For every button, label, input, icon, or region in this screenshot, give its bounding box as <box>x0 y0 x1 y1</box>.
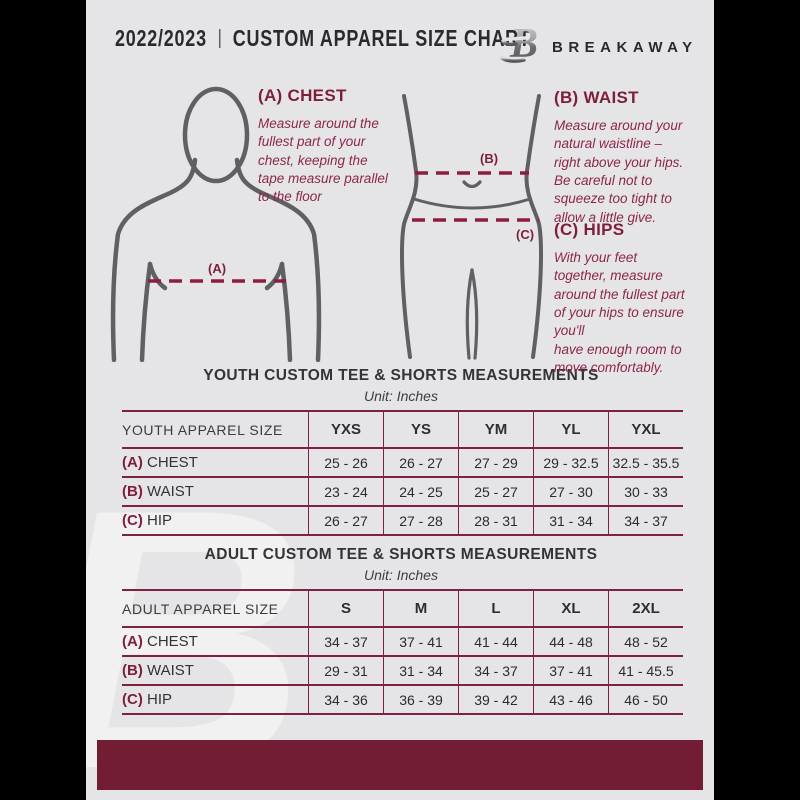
measure-letter: (B) <box>122 662 143 679</box>
waist-hip-measure-figure: (B) (C) <box>400 94 543 360</box>
hips-heading: (C) HIPS <box>554 220 625 239</box>
measurement-row: (C) HIP 26 - 27 27 - 28 28 - 31 31 - 34 34 - … <box>122 506 683 535</box>
measurement-value: 44 - 48 <box>533 627 609 656</box>
measurement-value: 39 - 42 <box>458 685 534 714</box>
measurement-label: (B) WAIST <box>122 483 194 500</box>
measurement-label: (C) HIP <box>122 691 173 708</box>
size-column-header: M <box>383 590 459 627</box>
size-header-row: YOUTH APPAREL SIZE YXS YS YM YL YXL <box>122 411 683 448</box>
measurement-value: 34 - 37 <box>608 506 683 535</box>
size-column-header: YXS <box>308 411 384 448</box>
page-background: B 2022/2023 | CUSTOM APPAREL SIZE CHART <box>86 0 714 800</box>
measurement-row: (A) CHEST 25 - 26 26 - 27 27 - 29 29 - 32.5 3… <box>122 448 683 477</box>
chest-body-text: Measure around the fullest part of your … <box>258 116 388 205</box>
measurement-label: (C) HIP <box>122 512 173 529</box>
waist-heading: (B) WAIST <box>554 88 639 107</box>
measurement-value: 41 - 45.5 <box>608 656 683 685</box>
measurement-value: 46 - 50 <box>608 685 683 714</box>
measurement-row: (C) HIP 34 - 36 36 - 39 39 - 42 43 - 46 46 - … <box>122 685 683 714</box>
size-header-row: ADULT APPAREL SIZE S M L XL 2XL <box>122 590 683 627</box>
measurement-value: 25 - 26 <box>308 448 384 477</box>
youth-size-table: YOUTH APPAREL SIZE YXS YS YM YL YXL (A) CHEST 2… <box>122 410 683 536</box>
measurement-value: 37 - 41 <box>533 656 609 685</box>
measure-letter: (A) <box>122 633 143 650</box>
season-label: 2022/2023 <box>115 25 207 51</box>
hips-body-text: With your feet together, measure around … <box>554 250 685 376</box>
brand-lockup: B BREAKAWAY <box>500 20 698 66</box>
measurement-value: 30 - 33 <box>608 477 683 506</box>
apparel-size-header: ADULT APPAREL SIZE <box>122 600 279 617</box>
adult-size-table: ADULT APPAREL SIZE S M L XL 2XL (A) CHEST 34 - … <box>122 589 683 715</box>
size-column-header: L <box>458 590 534 627</box>
measurement-row: (B) WAIST 29 - 31 31 - 34 34 - 37 37 - 41 41 … <box>122 656 683 685</box>
measurement-value: 34 - 37 <box>458 656 534 685</box>
measurement-value: 41 - 44 <box>458 627 534 656</box>
measurement-value: 43 - 46 <box>533 685 609 714</box>
measurement-value: 23 - 24 <box>308 477 384 506</box>
chest-instructions: (A) CHEST Measure around the fullest par… <box>258 86 408 207</box>
size-column-header: XL <box>533 590 609 627</box>
measurement-row: (B) WAIST 23 - 24 24 - 25 25 - 27 27 - 30 30 … <box>122 477 683 506</box>
adult-table-title: ADULT CUSTOM TEE & SHORTS MEASUREMENTS <box>204 546 598 563</box>
measurement-label: (B) WAIST <box>122 662 194 679</box>
youth-table-title: YOUTH CUSTOM TEE & SHORTS MEASUREMENTS <box>203 367 599 384</box>
page-title: CUSTOM APPAREL SIZE CHART <box>232 25 531 51</box>
chest-line-label: (A) <box>208 261 226 276</box>
size-column-header: YS <box>383 411 459 448</box>
size-column-header: 2XL <box>608 590 683 627</box>
measurement-value: 31 - 34 <box>383 656 459 685</box>
measurement-value: 31 - 34 <box>533 506 609 535</box>
measurement-row: (A) CHEST 34 - 37 37 - 41 41 - 44 44 - 48 48 … <box>122 627 683 656</box>
measurement-value: 28 - 31 <box>458 506 534 535</box>
chest-heading: (A) CHEST <box>258 86 347 105</box>
size-column-header: YXL <box>608 411 683 448</box>
measurement-value: 48 - 52 <box>608 627 683 656</box>
measure-letter: (C) <box>122 691 143 708</box>
measure-letter: (C) <box>122 512 143 529</box>
measure-letter: (B) <box>122 483 143 500</box>
measurement-value: 36 - 39 <box>383 685 459 714</box>
size-column-header: S <box>308 590 384 627</box>
header: 2022/2023 | CUSTOM APPAREL SIZE CHART <box>115 25 531 52</box>
waist-line-label: (B) <box>480 151 498 166</box>
chest-measure-figure: (A) <box>110 86 322 362</box>
size-column-header: YL <box>533 411 609 448</box>
measurement-value: 37 - 41 <box>383 627 459 656</box>
measure-letter: (A) <box>122 454 143 471</box>
breakaway-b-logo-icon: B <box>500 21 538 66</box>
waist-instructions: (B) WAIST Measure around your natural wa… <box>554 88 704 227</box>
measurement-value: 26 - 27 <box>308 506 384 535</box>
measurement-value: 25 - 27 <box>458 477 534 506</box>
measurement-value: 32.5 - 35.5 <box>608 448 683 477</box>
measurement-value: 34 - 36 <box>308 685 384 714</box>
measurement-label: (A) CHEST <box>122 633 198 650</box>
measurement-value: 29 - 32.5 <box>533 448 609 477</box>
waist-body-text: Measure around your natural waistline – … <box>554 118 684 225</box>
youth-table-unit: Unit: Inches <box>364 388 438 404</box>
header-divider: | <box>217 27 222 49</box>
brand-name: BREAKAWAY <box>552 38 698 56</box>
measurement-value: 24 - 25 <box>383 477 459 506</box>
size-column-header: YM <box>458 411 534 448</box>
measurement-value: 27 - 28 <box>383 506 459 535</box>
apparel-size-header: YOUTH APPAREL SIZE <box>122 421 283 438</box>
measurement-value: 34 - 37 <box>308 627 384 656</box>
measurement-value: 27 - 29 <box>458 448 534 477</box>
footer-accent-band <box>97 740 703 790</box>
measurement-value: 29 - 31 <box>308 656 384 685</box>
measurement-value: 26 - 27 <box>383 448 459 477</box>
adult-table-unit: Unit: Inches <box>364 567 438 583</box>
measurement-value: 27 - 30 <box>533 477 609 506</box>
hips-instructions: (C) HIPS With your feet together, measur… <box>554 220 706 378</box>
measurement-label: (A) CHEST <box>122 454 198 471</box>
hip-line-label: (C) <box>516 227 534 242</box>
